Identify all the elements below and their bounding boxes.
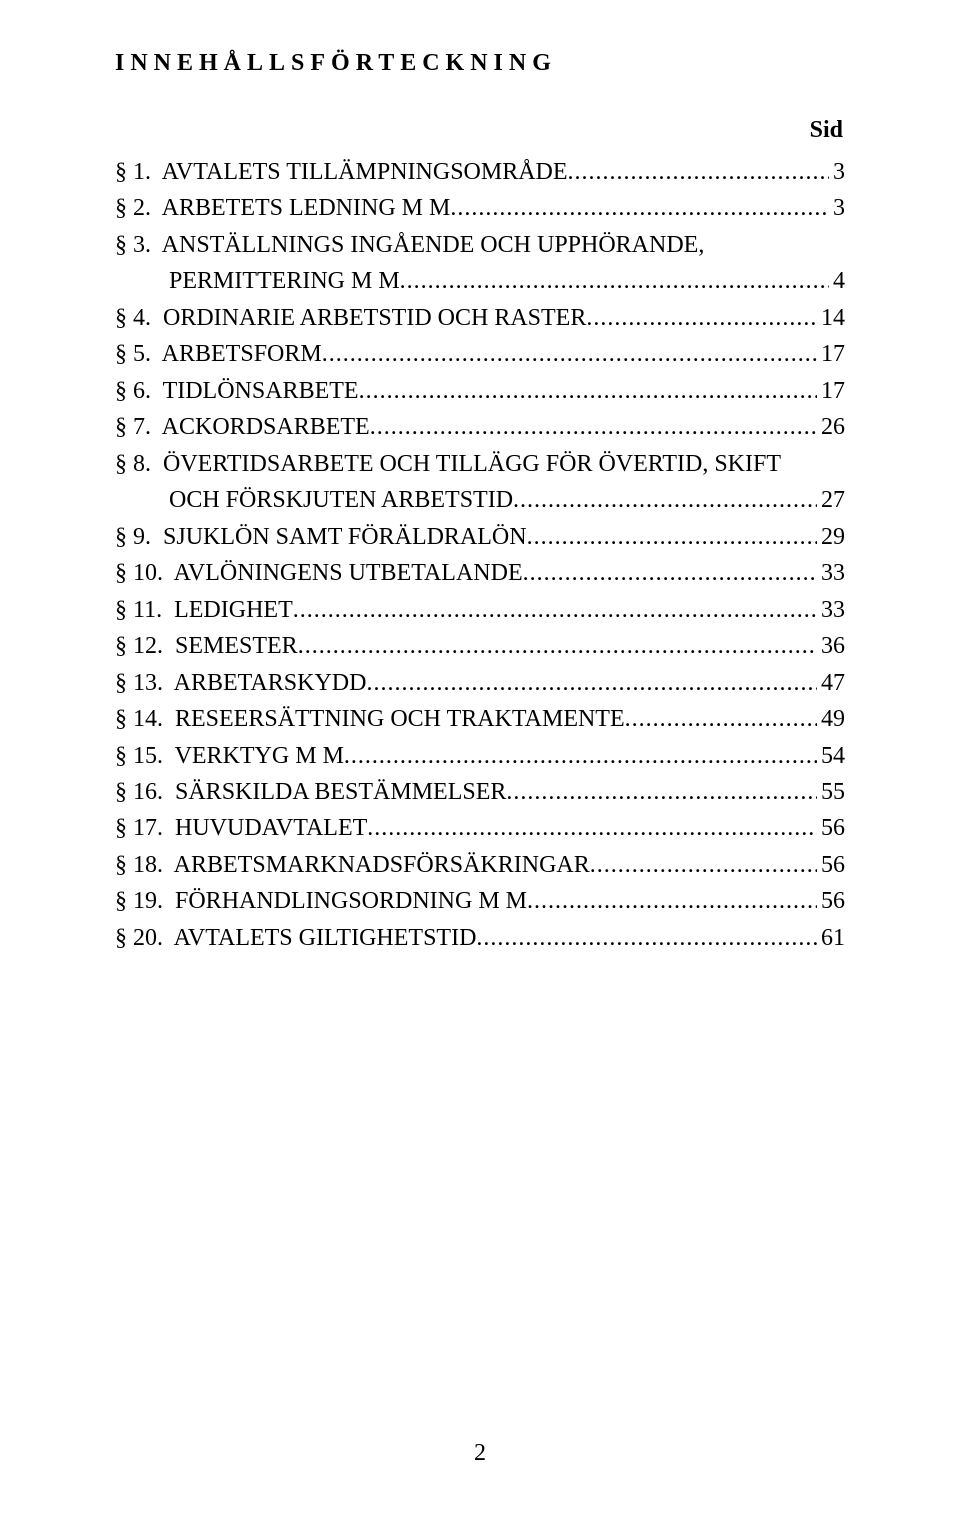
toc-entry: § 20. AVTALETS GILTIGHETSTID 61 — [115, 920, 845, 956]
table-of-contents: § 1. AVTALETS TILLÄMPNINGSOMRÅDE3§ 2. AR… — [115, 154, 845, 956]
toc-entry-page: 33 — [817, 555, 845, 591]
toc-entry: § 18. ARBETSMARKNADSFÖRSÄKRINGAR 56 — [115, 847, 845, 883]
toc-entry-label: § 2. ARBETETS LEDNING M M — [115, 190, 450, 226]
toc-entry-label: § 10. AVLÖNINGENS UTBETALANDE — [115, 555, 523, 591]
toc-entry-label: § 5. ARBETSFORM — [115, 336, 322, 372]
toc-entry-continuation: PERMITTERING M M 4 — [115, 263, 845, 299]
toc-leader — [506, 774, 817, 810]
toc-leader — [298, 628, 817, 664]
toc-entry-page: 29 — [817, 519, 845, 555]
toc-entry-page: 56 — [817, 847, 845, 883]
toc-leader — [293, 592, 817, 628]
toc-entry: § 1. AVTALETS TILLÄMPNINGSOMRÅDE 3 — [115, 154, 845, 190]
toc-leader — [450, 190, 829, 226]
toc-leader — [367, 810, 817, 846]
toc-entry-label: § 1. AVTALETS TILLÄMPNINGSOMRÅDE — [115, 154, 568, 190]
toc-entry-page: 4 — [829, 263, 845, 299]
toc-leader — [625, 701, 817, 737]
toc-entry-label: § 8. ÖVERTIDSARBETE OCH TILLÄGG FÖR ÖVER… — [115, 446, 781, 482]
toc-entry: § 4. ORDINARIE ARBETSTID OCH RASTER 14 — [115, 300, 845, 336]
toc-entry-label: § 12. SEMESTER — [115, 628, 298, 664]
toc-entry: § 2. ARBETETS LEDNING M M 3 — [115, 190, 845, 226]
toc-entry: § 17. HUVUDAVTALET 56 — [115, 810, 845, 846]
toc-entry: § 19. FÖRHANDLINGSORDNING M M 56 — [115, 883, 845, 919]
toc-entry-label: § 9. SJUKLÖN SAMT FÖRÄLDRALÖN — [115, 519, 527, 555]
toc-entry-label: § 14. RESEERSÄTTNING OCH TRAKTAMENTE — [115, 701, 625, 737]
toc-entry: § 12. SEMESTER 36 — [115, 628, 845, 664]
toc-entry: § 15. VERKTYG M M 54 — [115, 738, 845, 774]
toc-entry: § 14. RESEERSÄTTNING OCH TRAKTAMENTE 49 — [115, 701, 845, 737]
toc-entry-page: 56 — [817, 810, 845, 846]
toc-leader — [344, 738, 817, 774]
toc-entry-label: § 15. VERKTYG M M — [115, 738, 344, 774]
toc-entry-page: 27 — [817, 482, 845, 518]
toc-entry-page: 17 — [817, 373, 845, 409]
toc-entry-label: § 19. FÖRHANDLINGSORDNING M M — [115, 883, 527, 919]
toc-leader — [370, 409, 817, 445]
toc-entry: § 5. ARBETSFORM 17 — [115, 336, 845, 372]
toc-entry-label: § 6. TIDLÖNSARBETE — [115, 373, 359, 409]
toc-entry: § 10. AVLÖNINGENS UTBETALANDE 33 — [115, 555, 845, 591]
toc-entry-label: § 11. LEDIGHET — [115, 592, 293, 628]
sid-label: Sid — [115, 117, 845, 144]
toc-entry-page: 56 — [817, 883, 845, 919]
toc-entry-page: 17 — [817, 336, 845, 372]
toc-entry: § 11. LEDIGHET 33 — [115, 592, 845, 628]
toc-entry-label: § 16. SÄRSKILDA BESTÄMMELSER — [115, 774, 506, 810]
toc-entry-label: § 7. ACKORDSARBETE — [115, 409, 370, 445]
toc-entry-page: 55 — [817, 774, 845, 810]
toc-entry-page: 26 — [817, 409, 845, 445]
toc-entry: § 6. TIDLÖNSARBETE 17 — [115, 373, 845, 409]
toc-entry-cont-label: PERMITTERING M M — [115, 263, 400, 299]
toc-leader — [590, 847, 817, 883]
toc-leader — [527, 519, 817, 555]
toc-leader — [366, 665, 817, 701]
toc-entry-page: 49 — [817, 701, 845, 737]
toc-entry-page: 47 — [817, 665, 845, 701]
toc-entry-cont-label: OCH FÖRSKJUTEN ARBETSTID — [115, 482, 513, 518]
toc-entry-label: § 17. HUVUDAVTALET — [115, 810, 367, 846]
toc-entry-label: § 20. AVTALETS GILTIGHETSTID — [115, 920, 476, 956]
toc-leader — [568, 154, 829, 190]
toc-entry-page: 36 — [817, 628, 845, 664]
toc-entry-page: 3 — [829, 190, 845, 226]
toc-leader — [400, 263, 829, 299]
toc-entry-page: 33 — [817, 592, 845, 628]
toc-entry: § 3. ANSTÄLLNINGS INGÅENDE OCH UPPHÖRAND… — [115, 227, 845, 263]
toc-entry-page: 14 — [817, 300, 845, 336]
toc-entry-page: 3 — [829, 154, 845, 190]
toc-entry-label: § 13. ARBETARSKYDD — [115, 665, 366, 701]
page-heading: INNEHÅLLSFÖRTECKNING — [115, 50, 845, 77]
toc-leader — [523, 555, 817, 591]
toc-entry-page: 61 — [817, 920, 845, 956]
toc-entry: § 16. SÄRSKILDA BESTÄMMELSER 55 — [115, 774, 845, 810]
page-number: 2 — [0, 1440, 960, 1467]
toc-entry: § 9. SJUKLÖN SAMT FÖRÄLDRALÖN 29 — [115, 519, 845, 555]
toc-entry: § 8. ÖVERTIDSARBETE OCH TILLÄGG FÖR ÖVER… — [115, 446, 845, 482]
toc-leader — [586, 300, 817, 336]
toc-entry-label: § 3. ANSTÄLLNINGS INGÅENDE OCH UPPHÖRAND… — [115, 227, 704, 263]
toc-entry-label: § 4. ORDINARIE ARBETSTID OCH RASTER — [115, 300, 586, 336]
toc-entry-label: § 18. ARBETSMARKNADSFÖRSÄKRINGAR — [115, 847, 590, 883]
toc-leader — [476, 920, 817, 956]
toc-entry-continuation: OCH FÖRSKJUTEN ARBETSTID 27 — [115, 482, 845, 518]
toc-leader — [359, 373, 817, 409]
toc-entry: § 7. ACKORDSARBETE 26 — [115, 409, 845, 445]
toc-leader — [513, 482, 817, 518]
toc-entry: § 13. ARBETARSKYDD 47 — [115, 665, 845, 701]
toc-leader — [322, 336, 817, 372]
toc-entry-page: 54 — [817, 738, 845, 774]
toc-leader — [527, 883, 817, 919]
